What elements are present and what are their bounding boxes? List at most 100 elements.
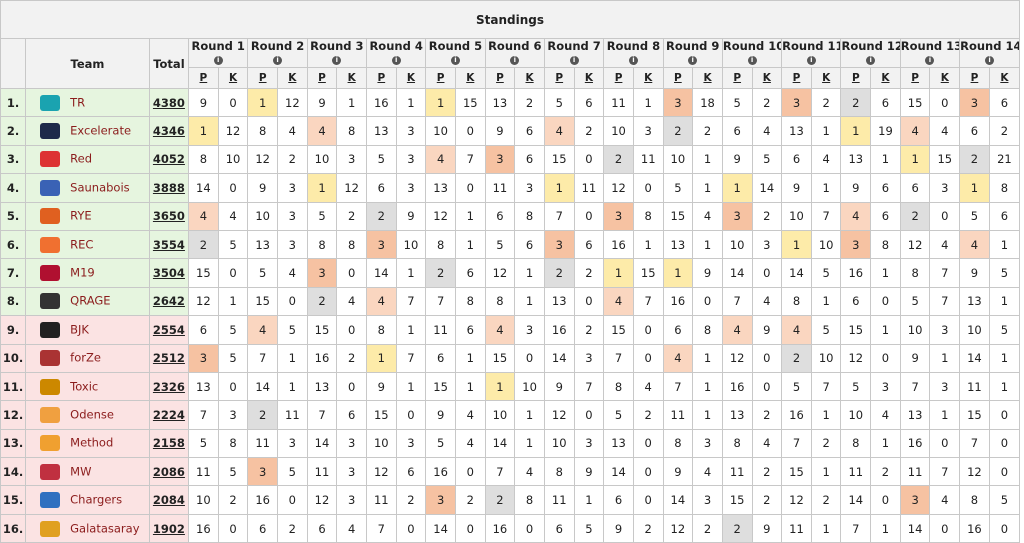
placement: 4 [840,201,872,231]
kills: 6 [988,201,1021,231]
placement: 8 [899,258,931,288]
placement: 13 [306,371,338,402]
placement: 15 [781,457,812,487]
total-header: Total [148,38,190,89]
team-name[interactable]: Excelerate [70,123,132,138]
round-name: Round 10 [722,39,782,54]
total-points: 1902 [152,521,185,536]
team-name[interactable]: Galatasaray [70,521,140,536]
placement: 16 [899,428,931,459]
rank: 5. [0,201,27,231]
total-cell: 2224 [148,400,190,430]
kills: 3 [395,173,427,203]
kills: 1 [217,286,249,317]
kills: 8 [514,485,545,515]
team-row: 16. Galatasaray 1902 16 0 6 2 6 4 7 0 14 0 16 0 6 5 9 2 12 2… [0,513,1021,543]
kills: 3 [277,428,308,459]
kills: 3 [573,343,605,373]
placement: 9 [840,173,872,203]
kills: 9 [751,513,783,543]
kills: 1 [277,343,308,373]
kills: 4 [692,457,723,487]
placement: 8 [425,229,456,260]
kills: 4 [336,513,367,543]
placement: 5 [662,173,694,203]
team-name[interactable]: forZe [70,350,101,365]
placement: 3 [781,87,812,118]
header-cell [0,38,27,89]
team-name[interactable]: M19 [70,265,95,280]
kills: 7 [929,457,961,487]
kills: 0 [217,87,249,118]
total-points: 2086 [152,464,185,479]
team-cell: Chargers [25,485,150,515]
placement: 2 [840,87,872,118]
placement: 4 [425,144,456,175]
kills: 1 [810,457,842,487]
placement: 12 [721,343,753,373]
kills: 4 [336,286,367,317]
kills: 2 [751,87,783,118]
kills: 0 [454,116,486,146]
total-cell: 3650 [148,201,190,231]
placement: 1 [365,343,397,373]
team-name[interactable]: Method [70,435,114,450]
team-name[interactable]: Toxic [70,379,99,394]
team-name[interactable]: Odense [70,407,114,422]
kills: 4 [751,286,783,317]
team-name[interactable]: QRAGE [70,293,111,308]
total-points: 2224 [152,407,185,422]
placement: 4 [306,116,338,146]
placement: 1 [721,173,753,203]
k-header: K [277,67,308,89]
team-name[interactable]: MW [70,464,92,479]
kills: 5 [573,513,605,543]
placement: 11 [840,457,872,487]
placement: 5 [306,201,338,231]
kills: 0 [632,173,664,203]
placement: 14 [306,428,338,459]
team-cell: Galatasaray [25,513,150,543]
placement: 14 [662,485,694,515]
kills: 6 [336,400,367,430]
team-logo [40,293,61,310]
p-header: P [781,67,812,89]
team-name[interactable]: Red [70,151,92,166]
kills: 1 [988,286,1021,317]
placement: 3 [188,343,219,373]
round-header: Round 2 i [247,38,308,68]
team-logo [40,94,61,111]
total-cell: 4380 [148,87,190,118]
kills: 4 [277,116,308,146]
placement: 7 [781,428,812,459]
info-icon: i [273,56,283,65]
kills: 3 [692,485,723,515]
team-name[interactable]: TR [70,95,86,110]
team-name[interactable]: Saunabois [70,180,130,195]
placement: 5 [425,428,456,459]
round-name: Round 12 [841,39,901,54]
placement: 12 [365,457,397,487]
placement: 5 [543,87,575,118]
placement: 15 [721,485,753,515]
round-name: Round 9 [666,39,720,54]
placement: 4 [365,286,397,317]
kills: 5 [277,457,308,487]
placement: 13 [899,400,931,430]
team-logo [40,265,61,282]
team-name[interactable]: RYE [70,208,92,223]
kills: 2 [692,116,723,146]
kills: 3 [692,428,723,459]
kills: 2 [692,513,723,543]
kills: 1 [870,144,901,175]
kills: 6 [454,258,486,288]
team-name[interactable]: REC [70,237,94,252]
total-cell: 3888 [148,173,190,203]
placement: 6 [603,485,634,515]
kills: 4 [454,428,486,459]
team-name[interactable]: BJK [70,322,89,337]
team-row: 15. Chargers 2084 10 2 16 0 12 3 11 2 3 2 2 8 11 1 6 0 14 3 1… [0,485,1021,515]
team-name[interactable]: Chargers [70,492,123,507]
kills: 6 [988,87,1021,118]
kills: 2 [751,457,783,487]
